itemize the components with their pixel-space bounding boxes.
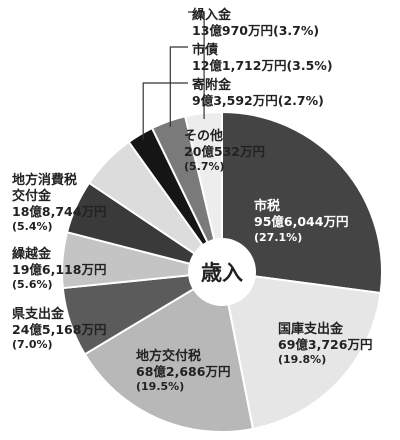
svg-text:市債: 市債: [192, 42, 218, 58]
svg-text:交付金: 交付金: [12, 188, 52, 204]
leader-line-9: [188, 11, 205, 119]
svg-text:国庫支出金: 国庫支出金: [278, 321, 344, 337]
svg-text:市税: 市税: [254, 198, 280, 214]
label-kokko: 国庫支出金 69億3,726万円 (19.8%): [278, 321, 372, 366]
svg-text:24億5,168万円: 24億5,168万円: [12, 322, 106, 337]
label-shisai: 市債 12億1,712万円(3.5%): [192, 42, 333, 73]
svg-text:繰入金: 繰入金: [192, 7, 232, 23]
label-chiho-shohizei: 地方消費税 交付金 18億8,744万円 (5.4%): [12, 172, 106, 233]
svg-text:(27.1%): (27.1%): [254, 231, 302, 244]
label-kuriire: 繰入金 13億970万円(3.7%): [192, 7, 319, 38]
svg-text:19億6,118万円: 19億6,118万円: [12, 262, 106, 277]
label-ken: 県支出金 24億5,168万円 (7.0%): [12, 306, 106, 351]
svg-text:県支出金: 県支出金: [12, 306, 65, 322]
svg-text:(5.4%): (5.4%): [12, 220, 53, 233]
svg-text:地方交付税: 地方交付税: [136, 348, 201, 364]
pie-slice-2: [83, 270, 255, 433]
center-circle: [188, 238, 256, 306]
svg-text:(19.5%): (19.5%): [136, 380, 184, 393]
svg-text:寄附金: 寄附金: [192, 77, 232, 93]
leader-line-8: [169, 46, 188, 127]
pie-slice-1: [220, 270, 382, 431]
label-kurikoshi: 繰越金 19億6,118万円 (5.6%): [12, 246, 106, 291]
center-label: 歳入: [201, 261, 243, 285]
svg-text:68億2,686万円: 68億2,686万円: [136, 364, 230, 379]
leader-line-7: [142, 82, 188, 140]
label-sonota: その他 20億532万円 (5.7%): [184, 128, 265, 173]
svg-text:20億532万円: 20億532万円: [184, 144, 265, 159]
svg-text:12億1,712万円(3.5%): 12億1,712万円(3.5%): [192, 58, 333, 73]
svg-text:(5.7%): (5.7%): [184, 160, 225, 173]
label-shizei: 市税 95億6,044万円 (27.1%): [254, 198, 348, 244]
svg-text:69億3,726万円: 69億3,726万円: [278, 337, 372, 352]
pie-slice-0: [221, 110, 384, 295]
svg-text:その他: その他: [184, 128, 223, 144]
svg-text:繰越金: 繰越金: [12, 246, 52, 262]
svg-text:(19.8%): (19.8%): [278, 353, 326, 366]
label-chiho-kofuzei: 地方交付税 68億2,686万円 (19.5%): [136, 348, 230, 393]
svg-text:(5.6%): (5.6%): [12, 278, 53, 291]
svg-text:9億3,592万円(2.7%): 9億3,592万円(2.7%): [192, 93, 324, 108]
label-kifu: 寄附金 9億3,592万円(2.7%): [192, 77, 324, 108]
pie-slice-9: [183, 110, 223, 273]
svg-text:(7.0%): (7.0%): [12, 338, 53, 351]
svg-text:13億970万円(3.7%): 13億970万円(3.7%): [192, 23, 319, 38]
svg-text:18億8,744万円: 18億8,744万円: [12, 204, 106, 219]
svg-text:地方消費税: 地方消費税: [12, 172, 77, 188]
svg-text:95億6,044万円: 95億6,044万円: [254, 214, 348, 229]
